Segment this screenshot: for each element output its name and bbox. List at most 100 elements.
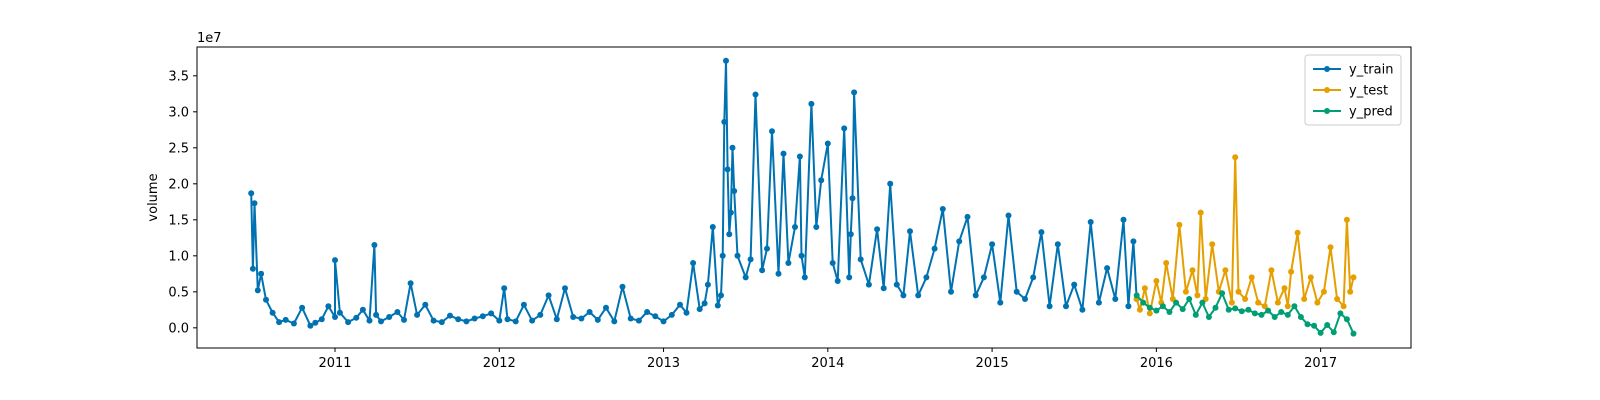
data-point-y_train xyxy=(847,231,854,238)
data-point-y_train xyxy=(923,274,930,281)
data-point-y_pred xyxy=(1343,316,1350,323)
data-point-y_pred xyxy=(1337,310,1344,317)
data-point-y_train xyxy=(865,281,872,288)
data-point-y_pred xyxy=(1278,309,1285,315)
data-point-y_train xyxy=(727,209,734,216)
data-point-y_train xyxy=(627,315,634,322)
data-point-y_train xyxy=(258,270,265,277)
series-line-y_train xyxy=(250,59,1138,327)
data-point-y_pred xyxy=(1212,304,1219,311)
data-point-y_train xyxy=(956,238,963,245)
data-point-y_train xyxy=(401,316,407,323)
data-point-y_train xyxy=(798,252,805,259)
data-point-y_test xyxy=(1343,216,1350,223)
data-point-y_train xyxy=(1054,241,1061,248)
data-point-y_test xyxy=(1194,292,1201,299)
data-point-y_test xyxy=(1146,310,1153,317)
data-point-y_train xyxy=(808,100,815,107)
data-point-y_train xyxy=(980,274,987,281)
data-point-y_train xyxy=(299,304,306,311)
x-tick-label: 2017 xyxy=(1304,356,1337,371)
legend-label: y_train xyxy=(1349,63,1393,78)
data-point-y_train xyxy=(752,91,759,98)
data-point-y_train xyxy=(907,228,913,235)
data-point-y_train xyxy=(714,302,721,309)
data-point-y_train xyxy=(690,260,697,266)
data-point-y_train xyxy=(611,318,618,325)
data-point-y_train xyxy=(422,301,429,308)
data-point-y_train xyxy=(1112,296,1119,302)
data-point-y_test xyxy=(1307,274,1314,281)
data-point-y_train xyxy=(1030,274,1037,281)
data-point-y_train xyxy=(683,309,690,316)
data-point-y_train xyxy=(887,180,894,187)
data-point-y_train xyxy=(414,311,421,318)
data-point-y_train xyxy=(1005,212,1012,219)
data-point-y_test xyxy=(1350,274,1357,281)
data-point-y_test xyxy=(1189,267,1196,274)
data-point-y_train xyxy=(769,128,775,135)
data-point-y_train xyxy=(353,314,360,321)
data-point-y_train xyxy=(307,322,314,329)
data-point-y_train xyxy=(1071,281,1078,288)
data-point-y_train xyxy=(849,195,856,202)
data-point-y_train xyxy=(359,306,366,313)
data-point-y_train xyxy=(248,190,255,197)
data-point-y_train xyxy=(371,242,378,248)
data-point-y_train xyxy=(269,309,276,316)
data-point-y_train xyxy=(931,245,938,252)
data-point-y_train xyxy=(263,296,269,303)
data-point-y_pred xyxy=(1271,314,1278,320)
data-point-y_pred xyxy=(1350,330,1357,337)
data-point-y_train xyxy=(644,309,651,315)
data-point-y_pred xyxy=(1265,307,1272,314)
data-point-y_train xyxy=(603,304,609,311)
data-point-y_train xyxy=(1013,288,1020,295)
data-point-y_test xyxy=(1228,299,1235,306)
x-axis: 2011 2012 2013 2014 2015 2016 2017 xyxy=(318,348,1337,371)
data-point-y_train xyxy=(696,306,703,313)
series-y_train xyxy=(248,57,1140,329)
data-point-y_test xyxy=(1334,296,1341,302)
y-tick-label: 3.5 xyxy=(168,69,189,84)
data-point-y_pred xyxy=(1304,321,1311,328)
data-point-y_test xyxy=(1320,288,1327,295)
data-point-y_pred xyxy=(1205,314,1212,320)
data-point-y_train xyxy=(1120,216,1127,223)
legend-item-y_pred: y_pred xyxy=(1313,105,1393,120)
data-point-y_train xyxy=(939,206,946,212)
data-point-y_train xyxy=(1079,306,1086,313)
data-point-y_train xyxy=(455,316,462,323)
data-point-y_train xyxy=(851,89,858,96)
data-point-y_pred xyxy=(1258,311,1265,318)
data-point-y_train xyxy=(570,314,577,320)
x-tick-label: 2015 xyxy=(976,356,1009,371)
data-point-y_train xyxy=(249,265,256,272)
data-point-y_train xyxy=(290,320,297,327)
data-point-y_train xyxy=(742,274,749,281)
x-tick-label: 2013 xyxy=(647,356,680,371)
data-point-y_train xyxy=(915,292,922,299)
data-point-y_train xyxy=(874,226,881,233)
data-point-y_pred xyxy=(1186,296,1193,302)
data-point-y_pred xyxy=(1179,306,1186,313)
data-point-y_test xyxy=(1197,209,1204,216)
series-line-y_test xyxy=(1135,156,1355,315)
data-point-y_pred xyxy=(1146,304,1153,311)
legend: y_train y_test y_pred xyxy=(1304,54,1402,126)
data-point-y_train xyxy=(488,310,495,317)
data-point-y_test xyxy=(1222,267,1229,274)
data-point-y_train xyxy=(734,252,741,259)
data-point-y_test xyxy=(1153,278,1160,284)
data-point-y_train xyxy=(545,292,552,299)
data-point-y_train xyxy=(1130,238,1137,245)
data-point-y_train xyxy=(332,257,338,264)
data-point-y_train xyxy=(276,319,283,326)
y-tick-label: 0.0 xyxy=(168,321,189,336)
data-point-y_train xyxy=(471,315,478,322)
x-tick-label: 2016 xyxy=(1140,356,1173,371)
data-point-y_train xyxy=(948,288,954,295)
data-point-y_train xyxy=(312,319,319,326)
data-point-y_train xyxy=(594,316,601,323)
data-point-y_train xyxy=(997,299,1004,306)
